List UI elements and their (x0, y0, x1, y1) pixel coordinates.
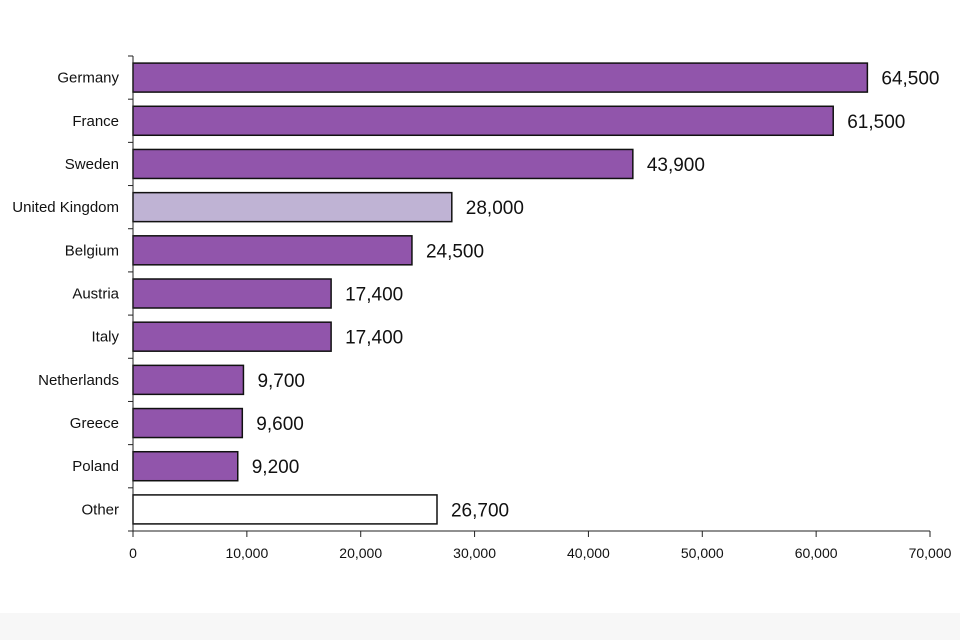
data-label-austria: 17,400 (345, 285, 403, 306)
data-label-italy: 17,400 (345, 328, 403, 349)
category-label-italy: Italy (91, 329, 119, 346)
footer-band (0, 613, 960, 640)
category-label-austria: Austria (72, 286, 119, 303)
data-labels: 64,500 61,500 43,900 28,000 24,500 17,400 17,4… (252, 69, 940, 522)
bar-germany (132, 62, 869, 93)
category-label-belgium: Belgium (65, 242, 119, 259)
bar-poland (132, 450, 239, 482)
category-label-united-kingdom: United Kingdom (12, 199, 119, 216)
x-tick-label: 60,000 (795, 545, 838, 561)
category-label-netherlands: Netherlands (38, 372, 119, 389)
bar-sweden (132, 148, 634, 180)
x-tick-label: 50,000 (681, 545, 724, 561)
x-tick-label: 0 (129, 545, 137, 561)
bar-netherlands (132, 364, 245, 396)
x-axis-tick-labels: 0 10,000 20,000 30,000 40,000 50,000 60,000 70,… (129, 545, 952, 561)
category-label-germany: Germany (57, 70, 119, 87)
category-label-greece: Greece (70, 415, 119, 432)
x-tick-label: 70,000 (909, 545, 952, 561)
category-label-sweden: Sweden (65, 156, 119, 173)
data-label-greece: 9,600 (256, 414, 304, 435)
x-tick-label: 20,000 (339, 545, 382, 561)
category-labels: Germany France Sweden United Kingdom Belgium… (12, 70, 119, 519)
data-label-france: 61,500 (847, 112, 905, 133)
data-label-belgium: 24,500 (426, 241, 484, 262)
data-label-poland: 9,200 (252, 457, 300, 478)
data-label-other: 26,700 (451, 500, 509, 521)
bar-austria (132, 278, 332, 309)
data-label-united-kingdom: 28,000 (466, 198, 524, 219)
bar-france (132, 105, 834, 137)
category-label-poland: Poland (72, 458, 119, 475)
x-tick-label: 30,000 (453, 545, 496, 561)
x-tick-label: 10,000 (225, 545, 268, 561)
bar-other (132, 494, 438, 525)
bars (132, 62, 869, 525)
data-label-germany: 64,500 (881, 69, 939, 90)
category-label-france: France (72, 113, 119, 130)
x-tick-label: 40,000 (567, 545, 610, 561)
y-axis-ticks (128, 55, 133, 532)
x-axis-ticks (132, 531, 931, 537)
bar-belgium (132, 235, 413, 266)
bar-greece (132, 407, 244, 439)
data-label-sweden: 43,900 (647, 155, 705, 176)
bar-united-kingdom (132, 191, 453, 223)
bar-italy (132, 321, 332, 352)
category-label-other: Other (81, 501, 119, 518)
data-label-netherlands: 9,700 (257, 371, 305, 392)
